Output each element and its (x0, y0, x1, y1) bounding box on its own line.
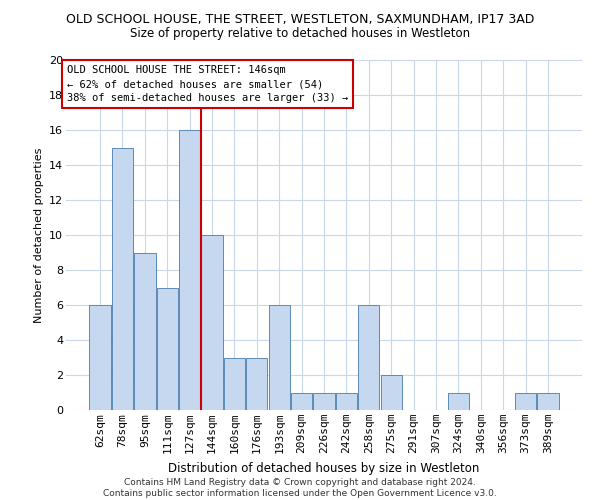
Bar (269, 305, 290, 410)
Bar (336, 392, 357, 410)
Bar (448, 392, 469, 410)
Bar (380, 375, 402, 410)
Bar (157, 288, 178, 410)
Bar (179, 130, 200, 410)
Bar (313, 392, 335, 410)
Bar (537, 392, 559, 410)
Bar (112, 148, 133, 410)
Bar (246, 358, 268, 410)
Bar (358, 305, 379, 410)
Bar (515, 392, 536, 410)
X-axis label: Distribution of detached houses by size in Westleton: Distribution of detached houses by size … (169, 462, 479, 474)
Text: OLD SCHOOL HOUSE THE STREET: 146sqm
← 62% of detached houses are smaller (54)
38: OLD SCHOOL HOUSE THE STREET: 146sqm ← 62… (67, 66, 348, 104)
Bar (202, 235, 223, 410)
Text: OLD SCHOOL HOUSE, THE STREET, WESTLETON, SAXMUNDHAM, IP17 3AD: OLD SCHOOL HOUSE, THE STREET, WESTLETON,… (66, 12, 534, 26)
Text: Contains HM Land Registry data © Crown copyright and database right 2024.
Contai: Contains HM Land Registry data © Crown c… (103, 478, 497, 498)
Bar (89, 305, 111, 410)
Bar (291, 392, 312, 410)
Bar (224, 358, 245, 410)
Bar (134, 252, 155, 410)
Text: Size of property relative to detached houses in Westleton: Size of property relative to detached ho… (130, 28, 470, 40)
Y-axis label: Number of detached properties: Number of detached properties (34, 148, 44, 322)
